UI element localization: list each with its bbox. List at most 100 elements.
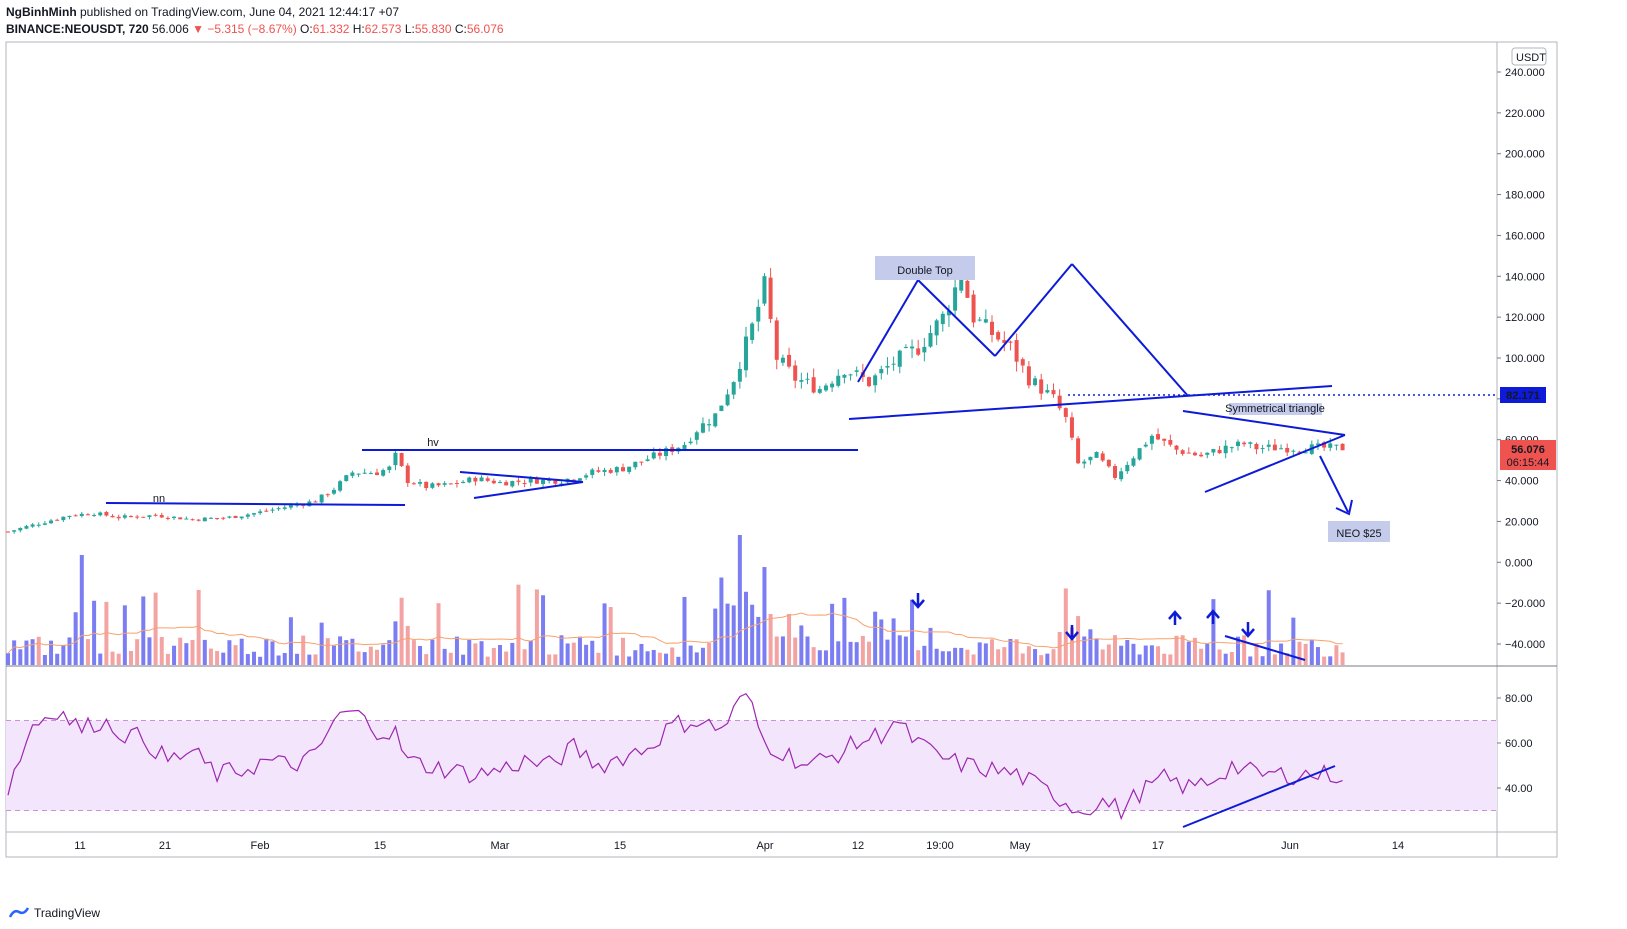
candle-body (153, 514, 158, 516)
candle-body (436, 483, 441, 486)
candle-body (282, 507, 287, 509)
volume-bar (1069, 627, 1074, 665)
current-price-label: 56.076 (1511, 444, 1545, 456)
candle-body (1125, 464, 1130, 472)
volume-bar (1328, 656, 1333, 665)
volume-bar (608, 607, 613, 665)
arrow-head (1065, 631, 1079, 641)
volume-bar (12, 640, 17, 665)
volume-bar (270, 641, 275, 665)
publish-info: published on TradingView.com, June 04, 2… (80, 5, 400, 19)
volume-bar (1076, 616, 1081, 665)
candle-body (467, 477, 472, 483)
candle-body (510, 481, 515, 487)
candle-body (1254, 443, 1259, 450)
target-label: NEO $25 (1336, 528, 1381, 540)
candle-body (1340, 443, 1345, 451)
volume-bar (331, 645, 336, 665)
candle-body (1008, 341, 1013, 343)
candle-body (1143, 444, 1148, 447)
candle-body (190, 519, 195, 521)
candle-body (811, 377, 816, 393)
volume-bar (725, 603, 730, 665)
x-tick-label: 12 (852, 840, 864, 852)
candle-body (1057, 395, 1062, 409)
candle-body (1149, 435, 1154, 444)
candle-body (799, 380, 804, 382)
author-name[interactable]: NgBinhMinh (6, 5, 77, 19)
candle-body (6, 531, 10, 533)
candle-body (129, 516, 133, 518)
volume-bar (854, 642, 859, 665)
candle-body (577, 478, 582, 481)
volume-bar (1291, 617, 1296, 665)
volume-bar (1180, 635, 1185, 665)
candle-body (559, 483, 564, 485)
footer-brand[interactable]: TradingView (34, 906, 101, 920)
candle-body (737, 368, 742, 382)
candle-body (331, 489, 336, 494)
double-top-label-bg (875, 256, 975, 280)
candle-body (725, 394, 730, 406)
candle-body (159, 515, 164, 518)
volume-bar (1223, 653, 1228, 665)
candle-body (448, 483, 453, 485)
candle-body (233, 515, 238, 518)
candle-body (903, 347, 908, 349)
volume-bar (891, 618, 896, 665)
candle-body (61, 516, 66, 521)
volume-bar (122, 605, 127, 665)
x-tick-label: 11 (74, 840, 85, 852)
volume-arrow-down-icon (1065, 625, 1079, 641)
rsi-tick-label: 80.00 (1505, 693, 1533, 705)
target-arrow-head (1335, 499, 1353, 516)
volume-bar (897, 635, 902, 665)
candle-body (1186, 452, 1191, 454)
volume-arrow-down-icon (911, 593, 925, 609)
candle-body (30, 524, 35, 527)
candle-body (965, 280, 970, 298)
volume-bar (356, 651, 361, 665)
volume-bar (288, 617, 293, 665)
volume-bar (873, 611, 878, 665)
volume-bar (799, 625, 804, 665)
candle-body (1297, 451, 1302, 453)
volume-bar (516, 584, 521, 665)
volume-bar (953, 647, 958, 665)
volume-bar (1094, 638, 1099, 665)
candle-body (1119, 471, 1124, 480)
candle-body (780, 357, 785, 363)
low-label: L: (404, 22, 415, 36)
candle-body (49, 520, 54, 524)
volume-bar (442, 648, 447, 665)
candle-body (362, 472, 367, 474)
volume-bar (1340, 652, 1345, 665)
candle-body (817, 389, 822, 393)
candle-body (885, 366, 890, 368)
candle-body (1285, 447, 1290, 453)
volume-bar (1156, 646, 1161, 665)
volume-ma-line (7, 612, 1343, 654)
candle-body (313, 501, 318, 503)
candle-body (264, 510, 269, 512)
candle-body (688, 441, 693, 444)
volume-bar (1248, 656, 1253, 665)
volume-bar (227, 640, 232, 665)
volume-bar (1137, 654, 1142, 665)
y-tick-label: 240.000 (1505, 67, 1545, 79)
volume-bar (55, 653, 60, 665)
candle-body (1242, 442, 1247, 445)
volume-bar (1125, 640, 1130, 665)
candle-body (522, 483, 527, 485)
volume-bar (1205, 643, 1210, 665)
volume-bar (928, 627, 933, 665)
candle-body (1328, 443, 1333, 448)
candle-body (1248, 442, 1253, 444)
level-price-tag (1500, 387, 1546, 403)
candle-body (787, 354, 792, 367)
volume-bar (694, 652, 699, 665)
candle-body (473, 477, 478, 482)
candle-body (1100, 453, 1105, 461)
candle-body (196, 519, 201, 521)
